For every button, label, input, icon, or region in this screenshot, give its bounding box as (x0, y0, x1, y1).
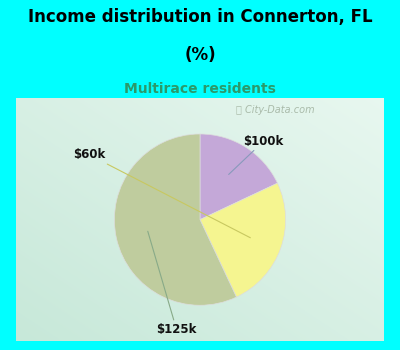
Text: ⓘ City-Data.com: ⓘ City-Data.com (236, 105, 314, 115)
Wedge shape (200, 183, 286, 297)
Wedge shape (114, 134, 236, 305)
Text: Income distribution in Connerton, FL: Income distribution in Connerton, FL (28, 8, 372, 26)
Wedge shape (200, 134, 278, 220)
Text: $100k: $100k (229, 135, 284, 174)
Text: (%): (%) (184, 46, 216, 64)
Text: Multirace residents: Multirace residents (124, 83, 276, 97)
Text: $60k: $60k (73, 148, 250, 238)
Text: $125k: $125k (148, 231, 197, 336)
